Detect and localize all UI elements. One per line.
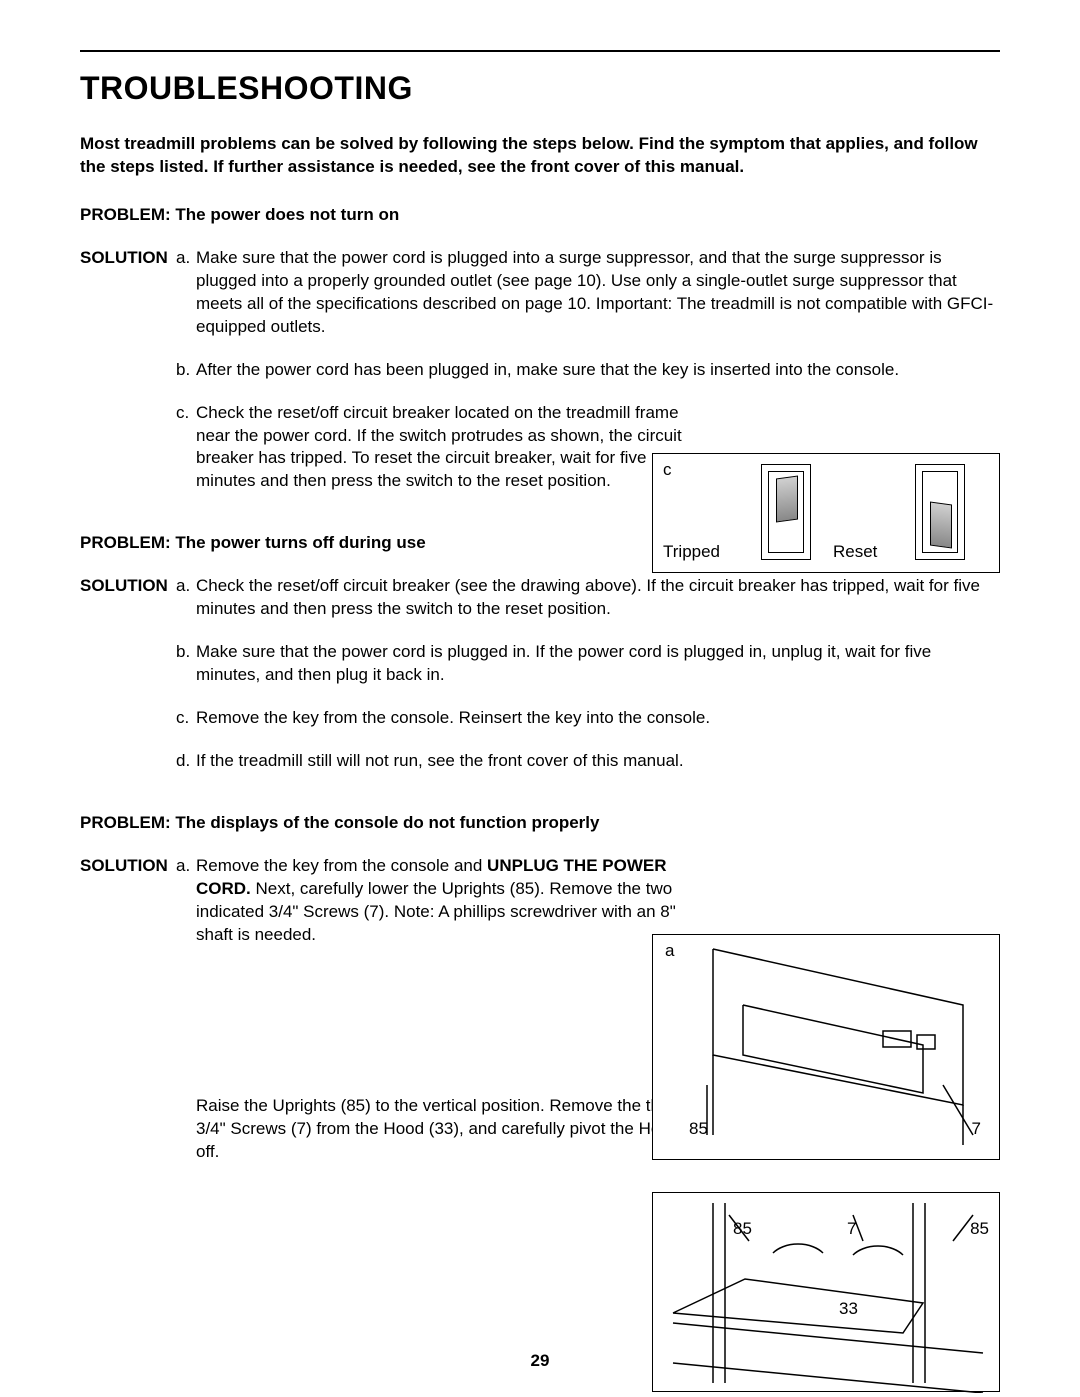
step-letter: a. <box>176 575 196 621</box>
step-text: Make sure that the power cord is plugged… <box>196 641 1000 687</box>
step-letter: b. <box>176 641 196 687</box>
solution-label: SOLUTION <box>80 247 176 513</box>
step-letter: d. <box>176 750 196 773</box>
step-letter: c. <box>176 707 196 730</box>
step: a.Check the reset/off circuit breaker (s… <box>176 575 1000 621</box>
figure-a-sketch <box>653 935 1001 1161</box>
step: a.Make sure that the power cord is plugg… <box>176 247 1000 339</box>
solution-label: SOLUTION <box>80 575 176 793</box>
step-letter: b. <box>176 359 196 382</box>
page-number: 29 <box>0 1351 1080 1371</box>
step: a.Remove the key from the console and UN… <box>176 855 1000 947</box>
step-list: a.Check the reset/off circuit breaker (s… <box>176 575 1000 793</box>
figure-c-tripped-label: Tripped <box>663 542 720 562</box>
top-rule <box>80 50 1000 52</box>
figure-a: a 85 7 <box>652 934 1000 1160</box>
step-text: Make sure that the power cord is plugged… <box>196 247 1000 339</box>
step-text: If the treadmill still will not run, see… <box>196 750 1000 773</box>
solution-label: SOLUTION <box>80 855 176 1184</box>
step-text: Remove the key from the console. Reinser… <box>196 707 1000 730</box>
figure-c-label: c <box>663 460 672 480</box>
switch-tripped-icon <box>761 464 811 560</box>
step-text: After the power cord has been plugged in… <box>196 359 1000 382</box>
page-title: TROUBLESHOOTING <box>80 70 1000 107</box>
problem-heading: PROBLEM: The displays of the console do … <box>80 813 1000 833</box>
step: b.After the power cord has been plugged … <box>176 359 1000 382</box>
step-text: Check the reset/off circuit breaker (see… <box>196 575 1000 621</box>
step: c.Remove the key from the console. Reins… <box>176 707 1000 730</box>
step-letter: a. <box>176 247 196 339</box>
solution-row: SOLUTIONa.Check the reset/off circuit br… <box>80 575 1000 793</box>
figure-c: c Tripped Reset <box>652 453 1000 573</box>
step: d.If the treadmill still will not run, s… <box>176 750 1000 773</box>
step-text: Check the reset/off circuit breaker loca… <box>196 402 696 494</box>
step-text: Remove the key from the console and UNPL… <box>196 855 696 947</box>
step-letter: c. <box>176 402 196 494</box>
figure-c-reset-label: Reset <box>833 542 877 562</box>
step-letter: a. <box>176 855 196 947</box>
intro-text: Most treadmill problems can be solved by… <box>80 133 1000 179</box>
step-letter <box>176 1095 196 1164</box>
step-text: Raise the Uprights (85) to the vertical … <box>196 1095 696 1164</box>
problem-heading: PROBLEM: The power does not turn on <box>80 205 1000 225</box>
step: b.Make sure that the power cord is plugg… <box>176 641 1000 687</box>
switch-reset-icon <box>915 464 965 560</box>
